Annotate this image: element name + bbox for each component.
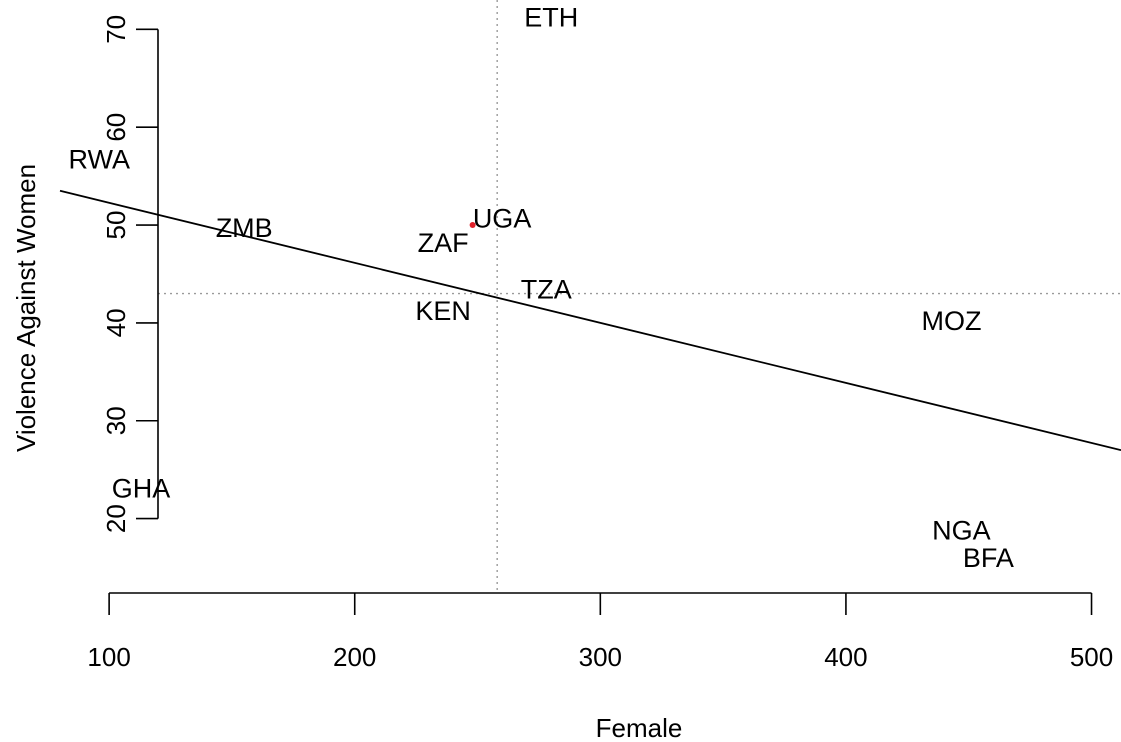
y-axis: 20 30 40 50 60 70	[101, 15, 159, 533]
highlight-point	[469, 222, 476, 229]
point-label-bfa: BFA	[963, 543, 1014, 573]
y-tick-label-60: 60	[101, 113, 131, 142]
x-tick-label-100: 100	[87, 642, 130, 672]
x-axis-title: Female	[596, 713, 683, 742]
x-tick-label-500: 500	[1070, 642, 1113, 672]
x-tick-label-200: 200	[333, 642, 376, 672]
y-tick-label-70: 70	[101, 15, 131, 44]
point-label-nga: NGA	[932, 515, 991, 545]
point-label-zaf: ZAF	[418, 228, 469, 258]
y-tick-label-20: 20	[101, 504, 131, 533]
point-label-tza: TZA	[521, 275, 572, 305]
point-label-gha: GHA	[112, 473, 171, 503]
regression-line	[59, 189, 1121, 451]
point-label-eth: ETH	[524, 3, 578, 33]
point-label-ken: KEN	[415, 296, 471, 326]
y-tick-label-40: 40	[101, 308, 131, 337]
y-tick-label-30: 30	[101, 406, 131, 435]
point-label-moz: MOZ	[922, 306, 982, 336]
reference-lines	[158, 0, 1121, 592]
point-label-zmb: ZMB	[216, 213, 273, 243]
y-tick-label-50: 50	[101, 211, 131, 240]
point-label-uga: UGA	[473, 203, 532, 233]
x-tick-label-400: 400	[824, 642, 867, 672]
x-tick-label-300: 300	[579, 642, 622, 672]
x-axis: 100 200 300 400 500	[87, 592, 1113, 672]
point-label-rwa: RWA	[69, 145, 131, 175]
y-axis-title: Violence Against Women	[11, 164, 41, 452]
